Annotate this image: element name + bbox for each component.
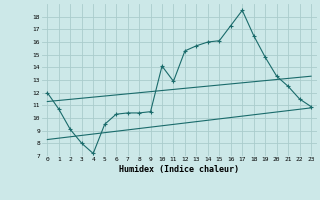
X-axis label: Humidex (Indice chaleur): Humidex (Indice chaleur) xyxy=(119,165,239,174)
